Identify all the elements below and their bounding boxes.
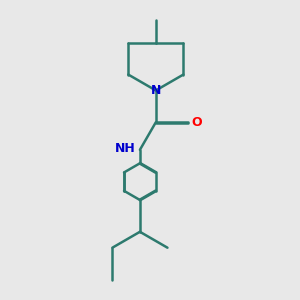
Text: NH: NH	[115, 142, 136, 155]
Text: O: O	[191, 116, 202, 129]
Text: N: N	[151, 84, 161, 97]
